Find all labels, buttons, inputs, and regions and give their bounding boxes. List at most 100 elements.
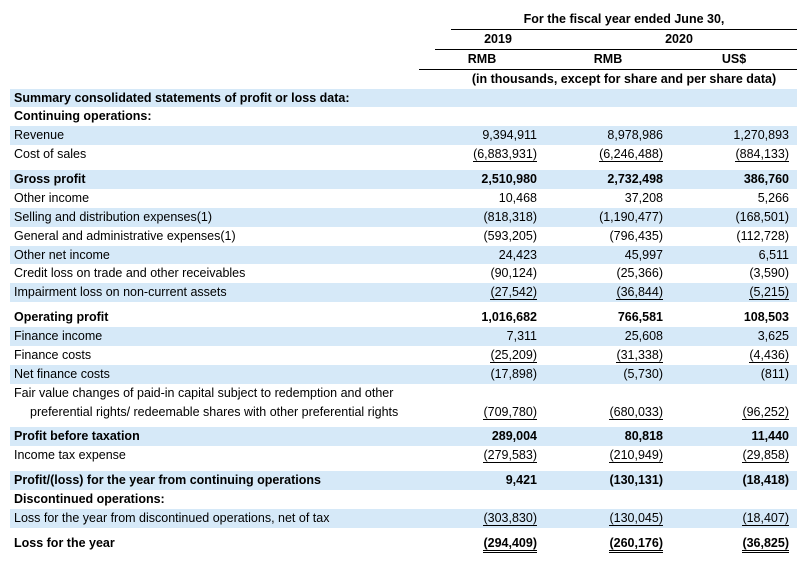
- discontinued-ops-row: Discontinued operations:: [10, 490, 797, 509]
- finance-income-row: Finance income 7,311 25,608 3,625: [10, 327, 797, 346]
- operating-profit-row: Operating profit 1,016,682 766,581 108,5…: [10, 308, 797, 327]
- continuing-ops-label: Continuing operations:: [10, 107, 419, 126]
- finance-income-v3: 3,625: [671, 327, 797, 346]
- loss-discont-v3: (18,407): [742, 511, 789, 526]
- gross-profit-label: Gross profit: [10, 170, 419, 189]
- credit-loss-v1: (90,124): [419, 264, 545, 283]
- credit-loss-v3: (3,590): [671, 264, 797, 283]
- profit-loss-cont-label: Profit/(loss) for the year from continui…: [10, 471, 419, 490]
- summary-title: Summary consolidated statements of profi…: [10, 89, 419, 108]
- header-year-2019: 2019: [435, 30, 561, 50]
- impairment-loss-v1: (27,542): [490, 285, 537, 300]
- finance-costs-v2: (31,338): [616, 348, 663, 363]
- impairment-loss-v3: (5,215): [749, 285, 789, 300]
- revenue-v3: 1,270,893: [671, 126, 797, 145]
- cost-of-sales-label: Cost of sales: [10, 145, 419, 164]
- other-net-income-v2: 45,997: [545, 246, 671, 265]
- income-tax-v1: (279,583): [483, 448, 537, 463]
- other-income-v3: 5,266: [671, 189, 797, 208]
- finance-income-v1: 7,311: [419, 327, 545, 346]
- fair-value-v2: (680,033): [609, 405, 663, 420]
- other-net-income-v3: 6,511: [671, 246, 797, 265]
- income-tax-label: Income tax expense: [10, 446, 419, 465]
- discontinued-ops-label: Discontinued operations:: [10, 490, 419, 509]
- income-tax-v3: (29,858): [742, 448, 789, 463]
- impairment-loss-v2: (36,844): [616, 285, 663, 300]
- loss-discont-v1: (303,830): [483, 511, 537, 526]
- profit-loss-cont-v3: (18,418): [671, 471, 797, 490]
- header-super-row: For the fiscal year ended June 30,: [10, 10, 797, 30]
- credit-loss-row: Credit loss on trade and other receivabl…: [10, 264, 797, 283]
- header-note: (in thousands, except for share and per …: [451, 70, 797, 89]
- loss-year-v1: (294,409): [483, 536, 537, 553]
- loss-year-v2: (260,176): [609, 536, 663, 553]
- cost-of-sales-v2: (6,246,488): [599, 147, 663, 162]
- credit-loss-label: Credit loss on trade and other receivabl…: [10, 264, 419, 283]
- operating-profit-v3: 108,503: [671, 308, 797, 327]
- gross-profit-v1: 2,510,980: [419, 170, 545, 189]
- finance-costs-v3: (4,436): [749, 348, 789, 363]
- selling-dist-v3: (168,501): [671, 208, 797, 227]
- net-finance-costs-row: Net finance costs (17,898) (5,730) (811): [10, 365, 797, 384]
- continuing-ops-row: Continuing operations:: [10, 107, 797, 126]
- profit-loss-cont-v2: (130,131): [545, 471, 671, 490]
- cost-of-sales-row: Cost of sales (6,883,931) (6,246,488) (8…: [10, 145, 797, 164]
- operating-profit-label: Operating profit: [10, 308, 419, 327]
- impairment-loss-row: Impairment loss on non-current assets (2…: [10, 283, 797, 302]
- header-year-2020: 2020: [561, 30, 797, 50]
- gross-profit-row: Gross profit 2,510,980 2,732,498 386,760: [10, 170, 797, 189]
- finance-income-label: Finance income: [10, 327, 419, 346]
- fair-value-v1: (709,780): [483, 405, 537, 420]
- selling-dist-label: Selling and distribution expenses(1): [10, 208, 419, 227]
- revenue-v1: 9,394,911: [419, 126, 545, 145]
- profit-before-tax-row: Profit before taxation 289,004 80,818 11…: [10, 427, 797, 446]
- selling-dist-v1: (818,318): [419, 208, 545, 227]
- fair-value-row-1: Fair value changes of paid-in capital su…: [10, 384, 797, 403]
- impairment-loss-label: Impairment loss on non-current assets: [10, 283, 419, 302]
- net-finance-costs-label: Net finance costs: [10, 365, 419, 384]
- fair-value-label-1: Fair value changes of paid-in capital su…: [10, 384, 419, 403]
- selling-dist-v2: (1,190,477): [545, 208, 671, 227]
- loss-year-label: Loss for the year: [10, 534, 419, 553]
- selling-dist-row: Selling and distribution expenses(1) (81…: [10, 208, 797, 227]
- finance-costs-label: Finance costs: [10, 346, 419, 365]
- finance-income-v2: 25,608: [545, 327, 671, 346]
- summary-title-row: Summary consolidated statements of profi…: [10, 89, 797, 108]
- finance-costs-v1: (25,209): [490, 348, 537, 363]
- profit-before-tax-v2: 80,818: [545, 427, 671, 446]
- general-admin-v3: (112,728): [671, 227, 797, 246]
- other-income-row: Other income 10,468 37,208 5,266: [10, 189, 797, 208]
- header-years-row: 2019 2020: [10, 30, 797, 50]
- net-finance-costs-v3: (811): [671, 365, 797, 384]
- loss-discont-row: Loss for the year from discontinued oper…: [10, 509, 797, 528]
- fair-value-row-2: preferential rights/ redeemable shares w…: [10, 403, 797, 422]
- financial-table: For the fiscal year ended June 30, 2019 …: [10, 10, 797, 553]
- header-currency-2: RMB: [545, 50, 671, 70]
- operating-profit-v2: 766,581: [545, 308, 671, 327]
- loss-year-v3: (36,825): [742, 536, 789, 553]
- gross-profit-v2: 2,732,498: [545, 170, 671, 189]
- operating-profit-v1: 1,016,682: [419, 308, 545, 327]
- profit-loss-cont-v1: 9,421: [419, 471, 545, 490]
- other-income-v1: 10,468: [419, 189, 545, 208]
- general-admin-v1: (593,205): [419, 227, 545, 246]
- revenue-v2: 8,978,986: [545, 126, 671, 145]
- profit-before-tax-label: Profit before taxation: [10, 427, 419, 446]
- credit-loss-v2: (25,366): [545, 264, 671, 283]
- net-finance-costs-v2: (5,730): [545, 365, 671, 384]
- income-tax-row: Income tax expense (279,583) (210,949) (…: [10, 446, 797, 465]
- other-net-income-row: Other net income 24,423 45,997 6,511: [10, 246, 797, 265]
- income-tax-v2: (210,949): [609, 448, 663, 463]
- header-currency-3: US$: [671, 50, 797, 70]
- profit-loss-cont-row: Profit/(loss) for the year from continui…: [10, 471, 797, 490]
- header-currency-1: RMB: [419, 50, 545, 70]
- other-net-income-v1: 24,423: [419, 246, 545, 265]
- profit-before-tax-v1: 289,004: [419, 427, 545, 446]
- revenue-row: Revenue 9,394,911 8,978,986 1,270,893: [10, 126, 797, 145]
- finance-costs-row: Finance costs (25,209) (31,338) (4,436): [10, 346, 797, 365]
- other-income-v2: 37,208: [545, 189, 671, 208]
- header-currencies-row: RMB RMB US$: [10, 50, 797, 70]
- revenue-label: Revenue: [10, 126, 419, 145]
- net-finance-costs-v1: (17,898): [419, 365, 545, 384]
- general-admin-row: General and administrative expenses(1) (…: [10, 227, 797, 246]
